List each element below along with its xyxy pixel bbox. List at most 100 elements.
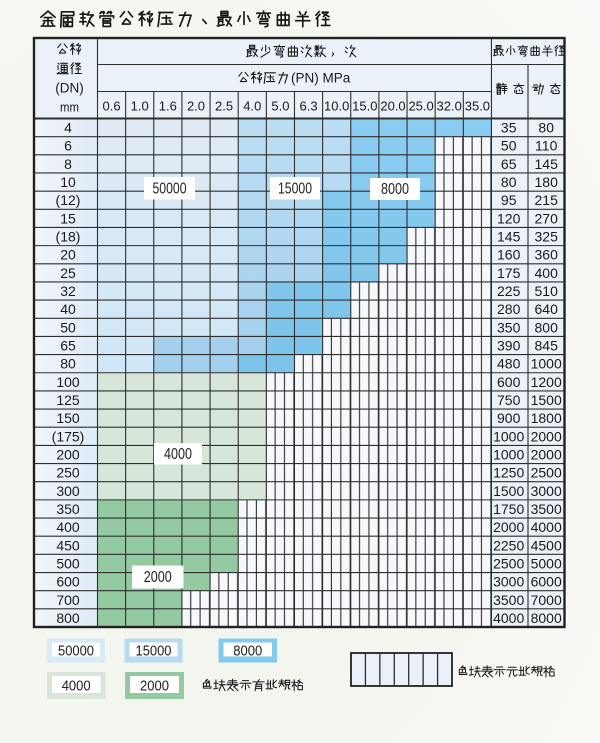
svg-text:25: 25 — [60, 265, 76, 281]
svg-text:35: 35 — [501, 120, 517, 136]
svg-text:4000: 4000 — [531, 519, 562, 535]
svg-text:360: 360 — [535, 247, 559, 263]
svg-text:4: 4 — [64, 120, 72, 136]
svg-text:(18): (18) — [56, 229, 81, 245]
svg-text:250: 250 — [56, 465, 80, 481]
svg-text:600: 600 — [56, 574, 80, 590]
svg-text:8: 8 — [64, 156, 72, 172]
svg-text:325: 325 — [535, 229, 559, 245]
svg-text:80: 80 — [538, 120, 554, 136]
svg-text:8000: 8000 — [381, 181, 409, 198]
svg-text:600: 600 — [497, 374, 521, 390]
svg-text:500: 500 — [56, 555, 80, 571]
svg-text:mm: mm — [60, 100, 79, 115]
svg-text:3500: 3500 — [493, 592, 524, 608]
svg-text:510: 510 — [535, 283, 559, 299]
svg-text:4000: 4000 — [62, 679, 91, 695]
svg-text:400: 400 — [535, 265, 559, 281]
svg-text:3000: 3000 — [531, 483, 562, 499]
svg-text:2.0: 2.0 — [187, 99, 205, 114]
svg-text:15000: 15000 — [278, 180, 312, 197]
svg-text:2.5: 2.5 — [215, 99, 233, 114]
svg-text:1000: 1000 — [531, 356, 562, 372]
svg-text:6: 6 — [64, 138, 72, 154]
svg-text:145: 145 — [535, 156, 559, 172]
svg-text:(175): (175) — [52, 428, 85, 444]
svg-text:180: 180 — [535, 174, 559, 190]
svg-text:8000: 8000 — [233, 644, 262, 660]
svg-text:2500: 2500 — [493, 555, 524, 571]
svg-text:1200: 1200 — [531, 374, 562, 390]
svg-text:1.6: 1.6 — [159, 99, 177, 114]
svg-text:750: 750 — [497, 392, 521, 408]
svg-text:225: 225 — [497, 283, 521, 299]
svg-text:80: 80 — [60, 356, 76, 372]
svg-text:20: 20 — [60, 247, 76, 263]
svg-text:3500: 3500 — [531, 501, 562, 517]
svg-text:800: 800 — [56, 610, 80, 626]
svg-text:32: 32 — [60, 283, 76, 299]
svg-text:15: 15 — [60, 210, 76, 226]
svg-text:25.0: 25.0 — [408, 99, 433, 114]
svg-text:0.6: 0.6 — [103, 99, 121, 114]
svg-text:390: 390 — [497, 338, 521, 354]
svg-text:32.0: 32.0 — [437, 99, 462, 114]
svg-text:100: 100 — [56, 374, 80, 390]
svg-text:6.3: 6.3 — [300, 99, 318, 114]
svg-text:2000: 2000 — [531, 428, 562, 444]
svg-text:450: 450 — [56, 537, 80, 553]
svg-text:15.0: 15.0 — [352, 99, 377, 114]
svg-text:35.0: 35.0 — [465, 99, 490, 114]
svg-text:2000: 2000 — [140, 679, 169, 695]
svg-text:350: 350 — [56, 501, 80, 517]
svg-text:7000: 7000 — [531, 592, 562, 608]
svg-text:8000: 8000 — [531, 610, 562, 626]
svg-text:4.0: 4.0 — [243, 99, 261, 114]
svg-text:50: 50 — [501, 138, 517, 154]
svg-text:1750: 1750 — [493, 501, 524, 517]
svg-text:5.0: 5.0 — [271, 99, 289, 114]
svg-text:900: 900 — [497, 410, 521, 426]
svg-text:4500: 4500 — [531, 537, 562, 553]
svg-text:845: 845 — [535, 338, 559, 354]
svg-text:20.0: 20.0 — [380, 99, 405, 114]
svg-text:200: 200 — [56, 447, 80, 463]
svg-text:50000: 50000 — [58, 644, 94, 660]
svg-text:4000: 4000 — [164, 446, 192, 463]
svg-text:350: 350 — [497, 319, 521, 335]
svg-text:10: 10 — [60, 174, 76, 190]
svg-text:65: 65 — [60, 338, 76, 354]
svg-text:480: 480 — [497, 356, 521, 372]
svg-text:80: 80 — [501, 174, 517, 190]
svg-text:160: 160 — [497, 247, 521, 263]
svg-text:125: 125 — [56, 392, 80, 408]
svg-text:(DN): (DN) — [55, 81, 84, 96]
svg-text:4000: 4000 — [493, 610, 524, 626]
svg-text:1250: 1250 — [493, 465, 524, 481]
svg-text:215: 215 — [535, 192, 559, 208]
svg-text:2000: 2000 — [144, 569, 172, 586]
svg-text:1800: 1800 — [531, 410, 562, 426]
svg-text:5000: 5000 — [531, 555, 562, 571]
svg-text:2500: 2500 — [531, 465, 562, 481]
svg-text:2000: 2000 — [493, 519, 524, 535]
svg-text:40: 40 — [60, 301, 76, 317]
svg-text:400: 400 — [56, 519, 80, 535]
svg-text:2000: 2000 — [531, 447, 562, 463]
svg-text:(12): (12) — [56, 192, 81, 208]
svg-text:1500: 1500 — [531, 392, 562, 408]
svg-text:700: 700 — [56, 592, 80, 608]
svg-text:640: 640 — [535, 301, 559, 317]
svg-text:145: 145 — [497, 229, 521, 245]
svg-text:15000: 15000 — [136, 644, 172, 660]
svg-text:6000: 6000 — [531, 574, 562, 590]
svg-text:1000: 1000 — [493, 447, 524, 463]
svg-text:65: 65 — [501, 156, 517, 172]
svg-text:280: 280 — [497, 301, 521, 317]
svg-text:1000: 1000 — [493, 428, 524, 444]
svg-text:800: 800 — [535, 319, 559, 335]
svg-text:1500: 1500 — [493, 483, 524, 499]
svg-text:50000: 50000 — [153, 180, 187, 197]
svg-text:150: 150 — [56, 410, 80, 426]
svg-text:110: 110 — [535, 138, 558, 154]
